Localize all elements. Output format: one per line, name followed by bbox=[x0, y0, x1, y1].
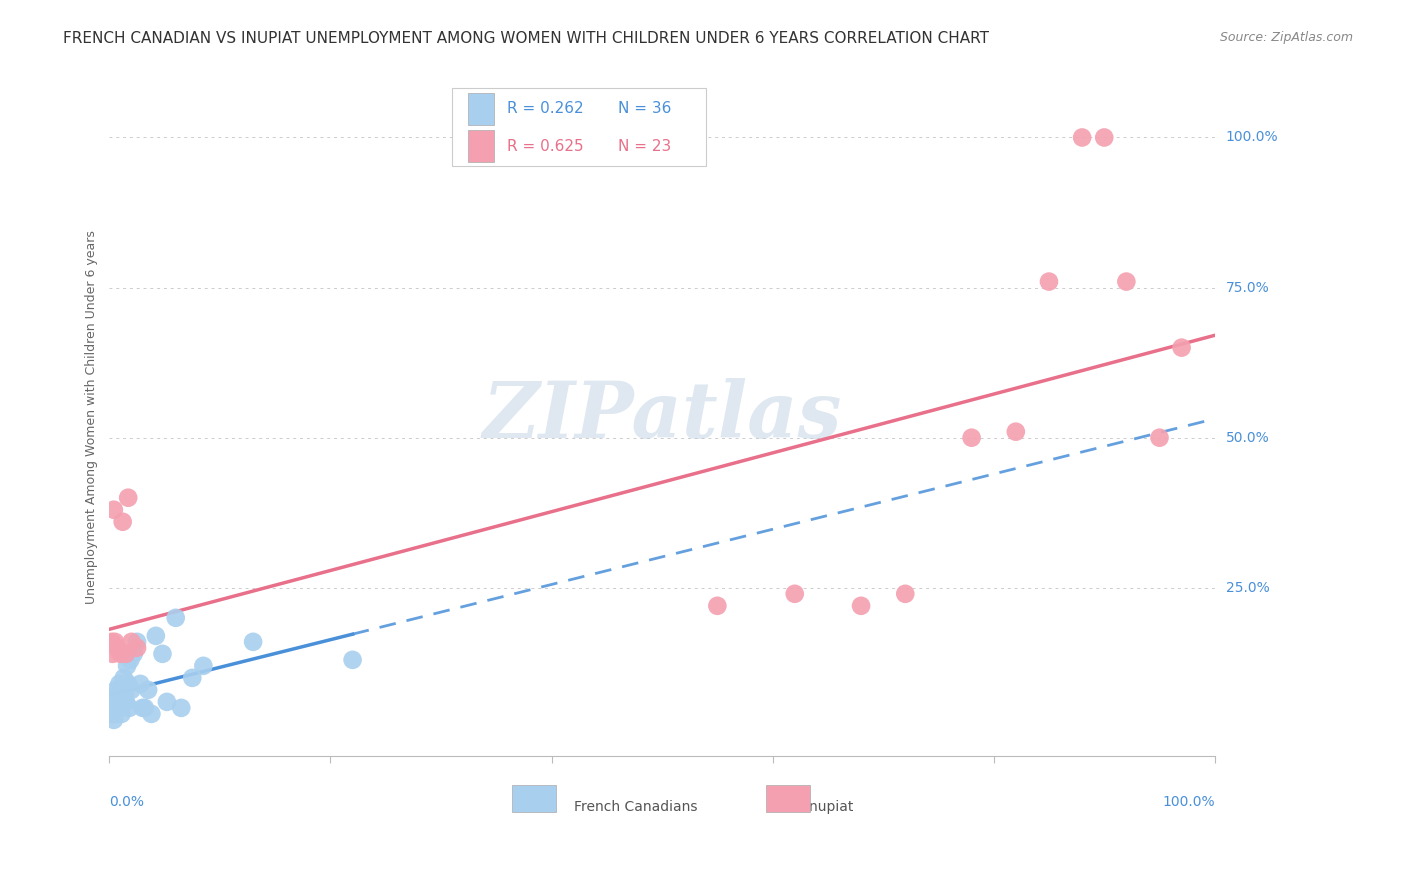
Text: R = 0.262: R = 0.262 bbox=[508, 102, 583, 117]
Point bbox=[129, 677, 152, 691]
Text: 50.0%: 50.0% bbox=[1226, 431, 1270, 445]
Point bbox=[101, 647, 124, 661]
Point bbox=[112, 671, 135, 685]
Point bbox=[103, 502, 125, 516]
Point bbox=[1092, 130, 1115, 145]
Text: 0.0%: 0.0% bbox=[110, 795, 145, 809]
Point bbox=[101, 701, 124, 715]
Point bbox=[342, 653, 364, 667]
FancyBboxPatch shape bbox=[453, 87, 706, 166]
Point bbox=[242, 635, 264, 649]
Y-axis label: Unemployment Among Women with Children Under 6 years: Unemployment Among Women with Children U… bbox=[86, 230, 98, 604]
Point bbox=[1004, 425, 1026, 439]
Point bbox=[105, 682, 128, 697]
Point bbox=[118, 701, 141, 715]
Point bbox=[1115, 275, 1137, 289]
Point bbox=[193, 658, 215, 673]
Point bbox=[108, 677, 131, 691]
Text: 25.0%: 25.0% bbox=[1226, 581, 1270, 595]
Point bbox=[131, 701, 153, 715]
Point bbox=[783, 587, 806, 601]
FancyBboxPatch shape bbox=[468, 130, 494, 162]
Text: 100.0%: 100.0% bbox=[1163, 795, 1215, 809]
Point bbox=[165, 611, 187, 625]
Point bbox=[115, 658, 138, 673]
Point bbox=[121, 682, 143, 697]
Point bbox=[136, 682, 159, 697]
Point bbox=[1149, 431, 1171, 445]
Text: R = 0.625: R = 0.625 bbox=[508, 138, 583, 153]
Point bbox=[104, 635, 127, 649]
Point bbox=[1170, 341, 1192, 355]
Point bbox=[100, 706, 122, 721]
Point bbox=[103, 713, 125, 727]
Point bbox=[1071, 130, 1094, 145]
Point bbox=[849, 599, 872, 613]
Text: 75.0%: 75.0% bbox=[1226, 281, 1270, 294]
Point bbox=[706, 599, 728, 613]
Point bbox=[181, 671, 204, 685]
Text: FRENCH CANADIAN VS INUPIAT UNEMPLOYMENT AMONG WOMEN WITH CHILDREN UNDER 6 YEARS : FRENCH CANADIAN VS INUPIAT UNEMPLOYMENT … bbox=[63, 31, 990, 46]
Point bbox=[105, 640, 128, 655]
Point bbox=[170, 701, 193, 715]
Point bbox=[145, 629, 167, 643]
Text: Source: ZipAtlas.com: Source: ZipAtlas.com bbox=[1219, 31, 1353, 45]
Point bbox=[107, 701, 129, 715]
Point bbox=[152, 647, 174, 661]
Point bbox=[111, 682, 134, 697]
FancyBboxPatch shape bbox=[468, 94, 494, 125]
Point bbox=[960, 431, 983, 445]
Point bbox=[117, 677, 139, 691]
Text: Inupiat: Inupiat bbox=[806, 800, 855, 814]
Text: French Canadians: French Canadians bbox=[574, 800, 697, 814]
Point bbox=[894, 587, 917, 601]
Text: ZIPatlas: ZIPatlas bbox=[482, 378, 842, 455]
Point bbox=[114, 689, 136, 703]
Point bbox=[117, 491, 139, 505]
Text: N = 36: N = 36 bbox=[617, 102, 671, 117]
Point bbox=[111, 515, 134, 529]
FancyBboxPatch shape bbox=[512, 785, 555, 813]
Point bbox=[115, 695, 138, 709]
Point bbox=[110, 706, 132, 721]
Point bbox=[141, 706, 163, 721]
Point bbox=[122, 647, 145, 661]
Point bbox=[121, 635, 143, 649]
Point bbox=[104, 689, 127, 703]
Point bbox=[120, 653, 142, 667]
Point bbox=[104, 706, 127, 721]
Point bbox=[115, 647, 138, 661]
FancyBboxPatch shape bbox=[766, 785, 810, 813]
Point bbox=[134, 701, 156, 715]
Point bbox=[156, 695, 179, 709]
Text: 100.0%: 100.0% bbox=[1226, 130, 1278, 145]
Point bbox=[110, 647, 132, 661]
Point bbox=[110, 695, 132, 709]
Point bbox=[100, 635, 122, 649]
Point bbox=[1038, 275, 1060, 289]
Point bbox=[125, 635, 148, 649]
Text: N = 23: N = 23 bbox=[617, 138, 671, 153]
Point bbox=[105, 695, 128, 709]
Point bbox=[125, 640, 148, 655]
